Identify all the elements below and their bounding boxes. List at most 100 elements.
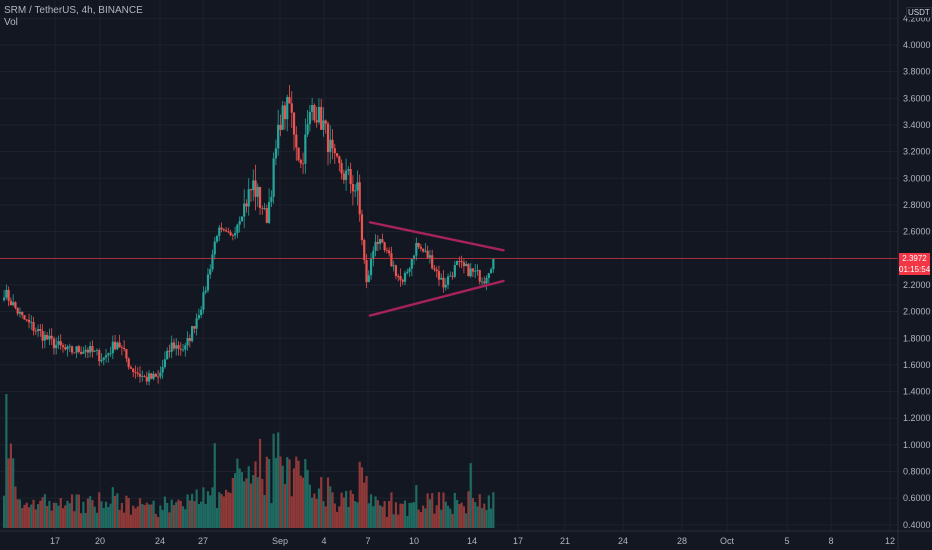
candle-body (342, 173, 345, 180)
volume-indicator-label[interactable]: Vol (4, 17, 18, 28)
volume-bar (23, 504, 26, 528)
candle-body (120, 347, 123, 349)
volume-bar (453, 492, 456, 528)
volume-bar (50, 510, 53, 528)
candle-body (283, 105, 287, 120)
volume-bar (48, 500, 51, 528)
volume-bar (342, 497, 345, 528)
volume-bar (170, 499, 173, 528)
candle-body (295, 134, 298, 148)
lower-trendline[interactable] (368, 279, 505, 317)
volume-bar (175, 502, 178, 528)
candle-body (290, 103, 293, 113)
candle-body (417, 242, 420, 247)
volume-bar (113, 495, 117, 528)
candle-body (465, 263, 468, 267)
volume-bar (301, 477, 305, 528)
candle-body (261, 207, 264, 209)
candle-body (489, 269, 493, 274)
candle-body (433, 268, 436, 270)
candle-body (57, 341, 60, 345)
candle-body (190, 326, 194, 341)
symbol-title[interactable]: SRM / TetherUS, 4h, BINANCE (4, 5, 143, 16)
candle-body (200, 309, 203, 316)
volume-bar (261, 478, 264, 528)
volume-bar (295, 456, 298, 528)
candle-body (18, 311, 22, 314)
volume-bar (161, 509, 164, 528)
candle-body (175, 345, 178, 349)
candle-body (3, 297, 6, 301)
candle-body (483, 281, 486, 284)
candle-body (170, 342, 173, 352)
volume-bar (485, 510, 488, 528)
volume-bar (179, 500, 182, 528)
volume-bar (116, 493, 119, 528)
volume-bar (254, 461, 257, 528)
time-tick-label: 12 (885, 536, 895, 546)
candle-body (70, 346, 74, 353)
volume-bar (383, 501, 386, 528)
upper-trendline[interactable] (368, 221, 505, 252)
volume-bar (181, 506, 185, 528)
triangle-pattern[interactable] (368, 221, 505, 317)
candle-body (249, 189, 253, 191)
volume-bar (487, 495, 490, 528)
volume-bar (333, 503, 336, 528)
candle-body (408, 268, 411, 272)
candle-body (181, 349, 185, 351)
candle-body (345, 170, 348, 180)
candle-body (50, 335, 53, 339)
volume-bar (222, 496, 225, 528)
volume-bar (401, 503, 404, 528)
volume-bar (46, 505, 49, 528)
volume-bar (111, 487, 114, 528)
candle-body (326, 123, 330, 153)
volume-bar (206, 491, 210, 528)
volume-bar (399, 503, 402, 528)
price-axis[interactable]: 4.2000 4.0000 3.8000 3.6000 3.4000 3.2000 3.00… (903, 13, 931, 530)
volume-bar (3, 495, 6, 528)
volume-bar (392, 514, 395, 528)
candle-body (234, 233, 237, 236)
volume-bar (209, 495, 212, 528)
candle-body (485, 277, 488, 284)
volume-bar (306, 469, 309, 528)
volume-bar (315, 498, 318, 528)
candle-body (306, 124, 309, 135)
price-tick-label: 3.8000 (903, 67, 931, 77)
volume-bar (469, 463, 472, 528)
volume-bar (437, 492, 441, 528)
volume-bar (381, 506, 384, 528)
candle-body (184, 345, 187, 350)
volume-bar (444, 501, 447, 528)
volume-bar (483, 503, 486, 528)
candle-body (460, 261, 463, 263)
price-tick-label: 3.2000 (903, 147, 931, 157)
price-tick-label: 1.8000 (903, 333, 931, 343)
volume-bar (283, 484, 287, 528)
volume-bar (229, 492, 232, 528)
candle-body (159, 372, 162, 377)
volume-bar (272, 433, 275, 528)
volume-bar (82, 501, 85, 528)
candle-body (109, 353, 112, 355)
volume-bar (98, 492, 101, 528)
candle-body (195, 318, 198, 329)
time-axis[interactable]: 17 20 24 27 Sep 4 7 10 14 17 21 24 28 Oct 5 8 12 (50, 536, 895, 546)
candle-body (123, 347, 126, 350)
candle-body (98, 350, 101, 362)
price-unit-label[interactable]: USDT (906, 7, 932, 18)
candle-body (458, 261, 461, 262)
candle-body (437, 271, 441, 280)
volume-bar (345, 490, 348, 528)
candle-body (356, 182, 359, 191)
candle-body (487, 273, 490, 278)
candle-body (177, 345, 180, 349)
price-tick-label: 0.6000 (903, 493, 931, 503)
candle-body (304, 134, 307, 164)
candle-body (64, 347, 67, 350)
candle-body (95, 350, 99, 352)
candle-body (349, 169, 352, 185)
